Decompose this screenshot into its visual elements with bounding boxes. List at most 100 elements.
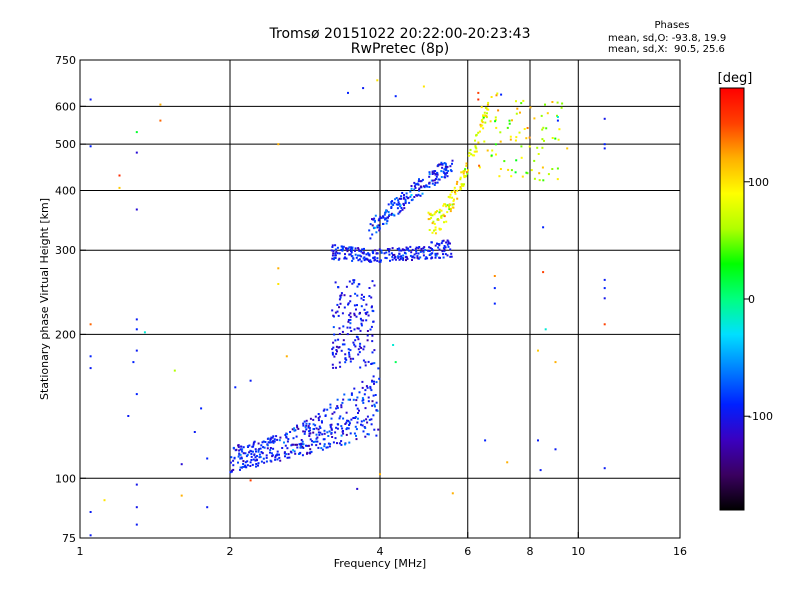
echo-point [373,259,376,262]
echo-point [349,357,352,360]
echo-point [323,443,326,446]
echo-point [268,441,271,444]
echo-point [544,328,547,331]
echo-point [341,312,344,315]
echo-point [434,178,437,180]
echo-point [366,421,369,424]
echo-point [320,447,323,450]
echo-point [329,406,332,409]
echo-point [344,253,346,256]
echo-point [545,127,548,130]
echo-point [328,445,331,448]
echo-point [257,442,260,445]
echo-point [561,102,564,105]
echo-point [360,324,363,327]
echo-point [444,176,447,179]
echo-point [270,452,273,455]
echo-point [440,176,443,178]
echo-point [510,175,513,178]
echo-point [331,436,334,438]
echo-point [417,252,420,255]
echo-point [491,149,494,152]
echo-point [415,250,418,253]
echo-point [371,305,373,308]
echo-point [286,433,288,436]
echo-point [376,225,379,228]
echo-point [364,389,367,392]
echo-point [274,458,277,461]
echo-point [371,404,374,407]
echo-point [446,204,449,207]
echo-point [338,361,341,364]
echo-point [454,191,456,194]
echo-point [338,327,341,330]
echo-point [442,204,445,207]
echo-point [418,246,421,248]
echo-point [262,446,265,449]
echo-point [277,283,280,285]
echo-point [365,385,368,388]
echo-point [368,287,371,289]
echo-point [360,305,363,308]
echo-point [543,139,545,142]
echo-point [383,252,386,255]
colorbar-ticks: 100 0 -100 [744,176,773,423]
echo-point [237,455,240,458]
echo-point [393,201,396,204]
echo-point [281,447,284,449]
echo-point [350,246,353,249]
echo-point [349,349,352,352]
echo-point [326,446,329,449]
echo-point [240,445,243,448]
echo-point [360,293,363,296]
echo-point [355,428,358,431]
echo-point [472,154,474,157]
echo-point [250,450,253,453]
echo-point [356,407,359,410]
echo-point [379,215,382,218]
echo-point [371,380,374,383]
echo-point [331,353,334,356]
echo-point [506,126,509,129]
echo-point [295,435,298,438]
echo-point [557,138,560,141]
echo-point [355,404,358,407]
echo-point [453,186,456,189]
echo-point [410,185,413,187]
echo-point [340,404,343,407]
echo-point [385,222,388,225]
echo-point [350,393,353,396]
echo-point [465,162,468,165]
echo-point [296,446,299,449]
echo-point [307,444,310,447]
echo-point [422,254,425,257]
echo-point [444,246,447,249]
echo-point [307,425,310,428]
echo-point [338,442,341,445]
echo-point [364,407,367,410]
echo-point [293,427,296,430]
echo-point [266,447,269,450]
echo-point [278,453,280,456]
echo-point [388,250,391,253]
echo-point [447,245,450,248]
echo-point [355,434,357,437]
echo-point [361,386,364,389]
echo-point [335,345,338,348]
echo-point [233,456,236,459]
echo-point [515,112,518,115]
echo-point [426,257,429,260]
echo-point [442,247,445,250]
echo-point [368,229,371,232]
echo-point [259,447,262,450]
echo-point [302,430,305,433]
echo-point [364,312,367,314]
echo-point [433,213,436,216]
echo-point [368,260,370,262]
echo-point [239,468,241,471]
echo-point [400,195,403,198]
echo-point [396,203,399,206]
echo-point [440,163,442,166]
echo-point [232,468,235,471]
echo-point [466,171,468,174]
